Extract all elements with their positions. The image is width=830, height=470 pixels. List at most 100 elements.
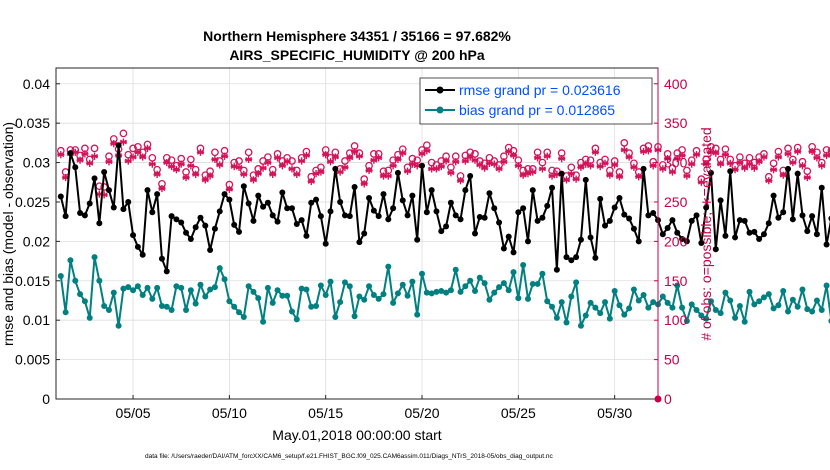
obs-evaluated-marker: [182, 173, 190, 182]
rmse-marker: [515, 209, 522, 216]
rmse-marker: [192, 224, 199, 231]
bias-marker: [496, 284, 503, 291]
bias-marker: [717, 310, 724, 317]
bias-marker: [760, 294, 767, 301]
rmse-marker: [616, 195, 623, 202]
bias-marker: [471, 288, 478, 295]
rmse-marker: [630, 225, 637, 232]
bias-marker: [520, 262, 527, 269]
bias-marker: [544, 298, 551, 305]
legend-bias-label: bias grand pr = 0.012865: [459, 102, 615, 118]
obs-evaluated-marker: [572, 175, 580, 183]
obs-possible-marker: [827, 147, 830, 155]
bias-marker: [558, 299, 565, 306]
bias-marker: [602, 299, 609, 306]
bias-marker: [110, 289, 117, 296]
obs-evaluated-marker: [254, 170, 262, 178]
rmse-marker: [746, 229, 753, 236]
obs-evaluated-marker: [124, 157, 132, 165]
rmse-marker: [187, 236, 194, 243]
bias-marker: [207, 286, 214, 293]
obs-evaluated-marker: [278, 162, 286, 170]
obs-evaluated-marker: [721, 151, 730, 159]
obs-evaluated-marker: [428, 165, 436, 173]
rmse-marker: [650, 210, 657, 217]
rmse-marker: [260, 203, 267, 210]
obs-evaluated-marker: [288, 165, 296, 173]
obs-evaluated-marker: [668, 168, 677, 176]
bias-marker: [168, 306, 175, 313]
bias-marker: [394, 290, 401, 297]
bias-marker: [467, 277, 474, 284]
rmse-marker: [57, 193, 64, 200]
obs-evaluated-marker: [649, 162, 657, 170]
obs-evaluated-marker: [139, 153, 147, 161]
bias-marker: [361, 296, 368, 303]
rmse-marker: [419, 162, 426, 169]
bias-marker: [86, 314, 93, 321]
rmse-marker: [149, 209, 156, 216]
rmse-marker: [703, 204, 710, 211]
y-right-origin-marker: [654, 395, 662, 403]
rmse-marker: [375, 213, 382, 220]
obs-evaluated-marker: [129, 153, 137, 161]
bias-marker: [529, 280, 536, 287]
rmse-marker: [361, 230, 368, 237]
bias-marker: [404, 292, 411, 299]
rmse-marker: [813, 231, 820, 238]
obs-evaluated-marker: [437, 162, 445, 171]
y-left-tick-label: 0.035: [15, 115, 50, 131]
rmse-marker: [683, 238, 690, 245]
bias-marker: [462, 283, 469, 290]
obs-evaluated-marker: [192, 170, 200, 178]
rmse-marker: [86, 200, 93, 207]
obs-evaluated-marker: [167, 162, 176, 171]
rmse-marker: [332, 165, 339, 172]
obs-evaluated-marker: [394, 155, 402, 164]
bias-marker: [587, 299, 594, 306]
obs-evaluated-marker: [110, 140, 118, 148]
rmse-marker: [640, 165, 647, 172]
rmse-marker: [211, 225, 218, 232]
rmse-marker: [621, 211, 628, 218]
obs-evaluated-marker: [779, 171, 787, 179]
obs-possible-marker: [244, 148, 253, 157]
obs-evaluated-marker: [664, 155, 672, 163]
bias-marker: [524, 295, 531, 302]
rmse-marker: [789, 216, 796, 223]
x-tick-label: 05/20: [404, 405, 439, 421]
obs-evaluated-marker: [678, 151, 686, 160]
y-right-tick-label: 300: [664, 155, 688, 171]
rmse-marker: [356, 239, 363, 246]
bias-marker: [443, 289, 450, 296]
x-tick-label: 05/10: [212, 405, 247, 421]
bias-marker: [635, 297, 642, 304]
bias-marker: [303, 286, 310, 293]
rmse-marker: [428, 187, 435, 194]
rmse-marker: [438, 228, 445, 235]
obs-evaluated-marker: [765, 177, 773, 185]
bias-marker: [366, 283, 373, 290]
bias-marker: [712, 306, 719, 313]
obs-evaluated-marker: [259, 164, 267, 172]
rmse-marker: [130, 232, 137, 239]
obs-evaluated-marker: [245, 155, 253, 164]
bias-marker: [91, 254, 98, 261]
obs-evaluated-marker: [717, 160, 725, 168]
y-left-tick-label: 0.02: [23, 233, 50, 249]
obs-evaluated-marker: [418, 150, 426, 158]
rmse-marker: [568, 257, 575, 264]
y-left-tick-label: 0.04: [23, 76, 50, 92]
rmse-marker: [322, 240, 329, 247]
rmse-marker: [245, 200, 252, 207]
rmse-marker: [221, 191, 228, 198]
obs-evaluated-marker: [100, 191, 108, 199]
bias-marker: [356, 293, 363, 300]
bias-marker: [192, 300, 199, 307]
bias-marker: [149, 295, 156, 302]
bias-marker: [640, 291, 647, 298]
rmse-marker: [231, 221, 238, 228]
obs-possible-marker: [211, 148, 219, 157]
rmse-marker: [81, 212, 88, 219]
legend-bias-marker: [436, 106, 444, 114]
